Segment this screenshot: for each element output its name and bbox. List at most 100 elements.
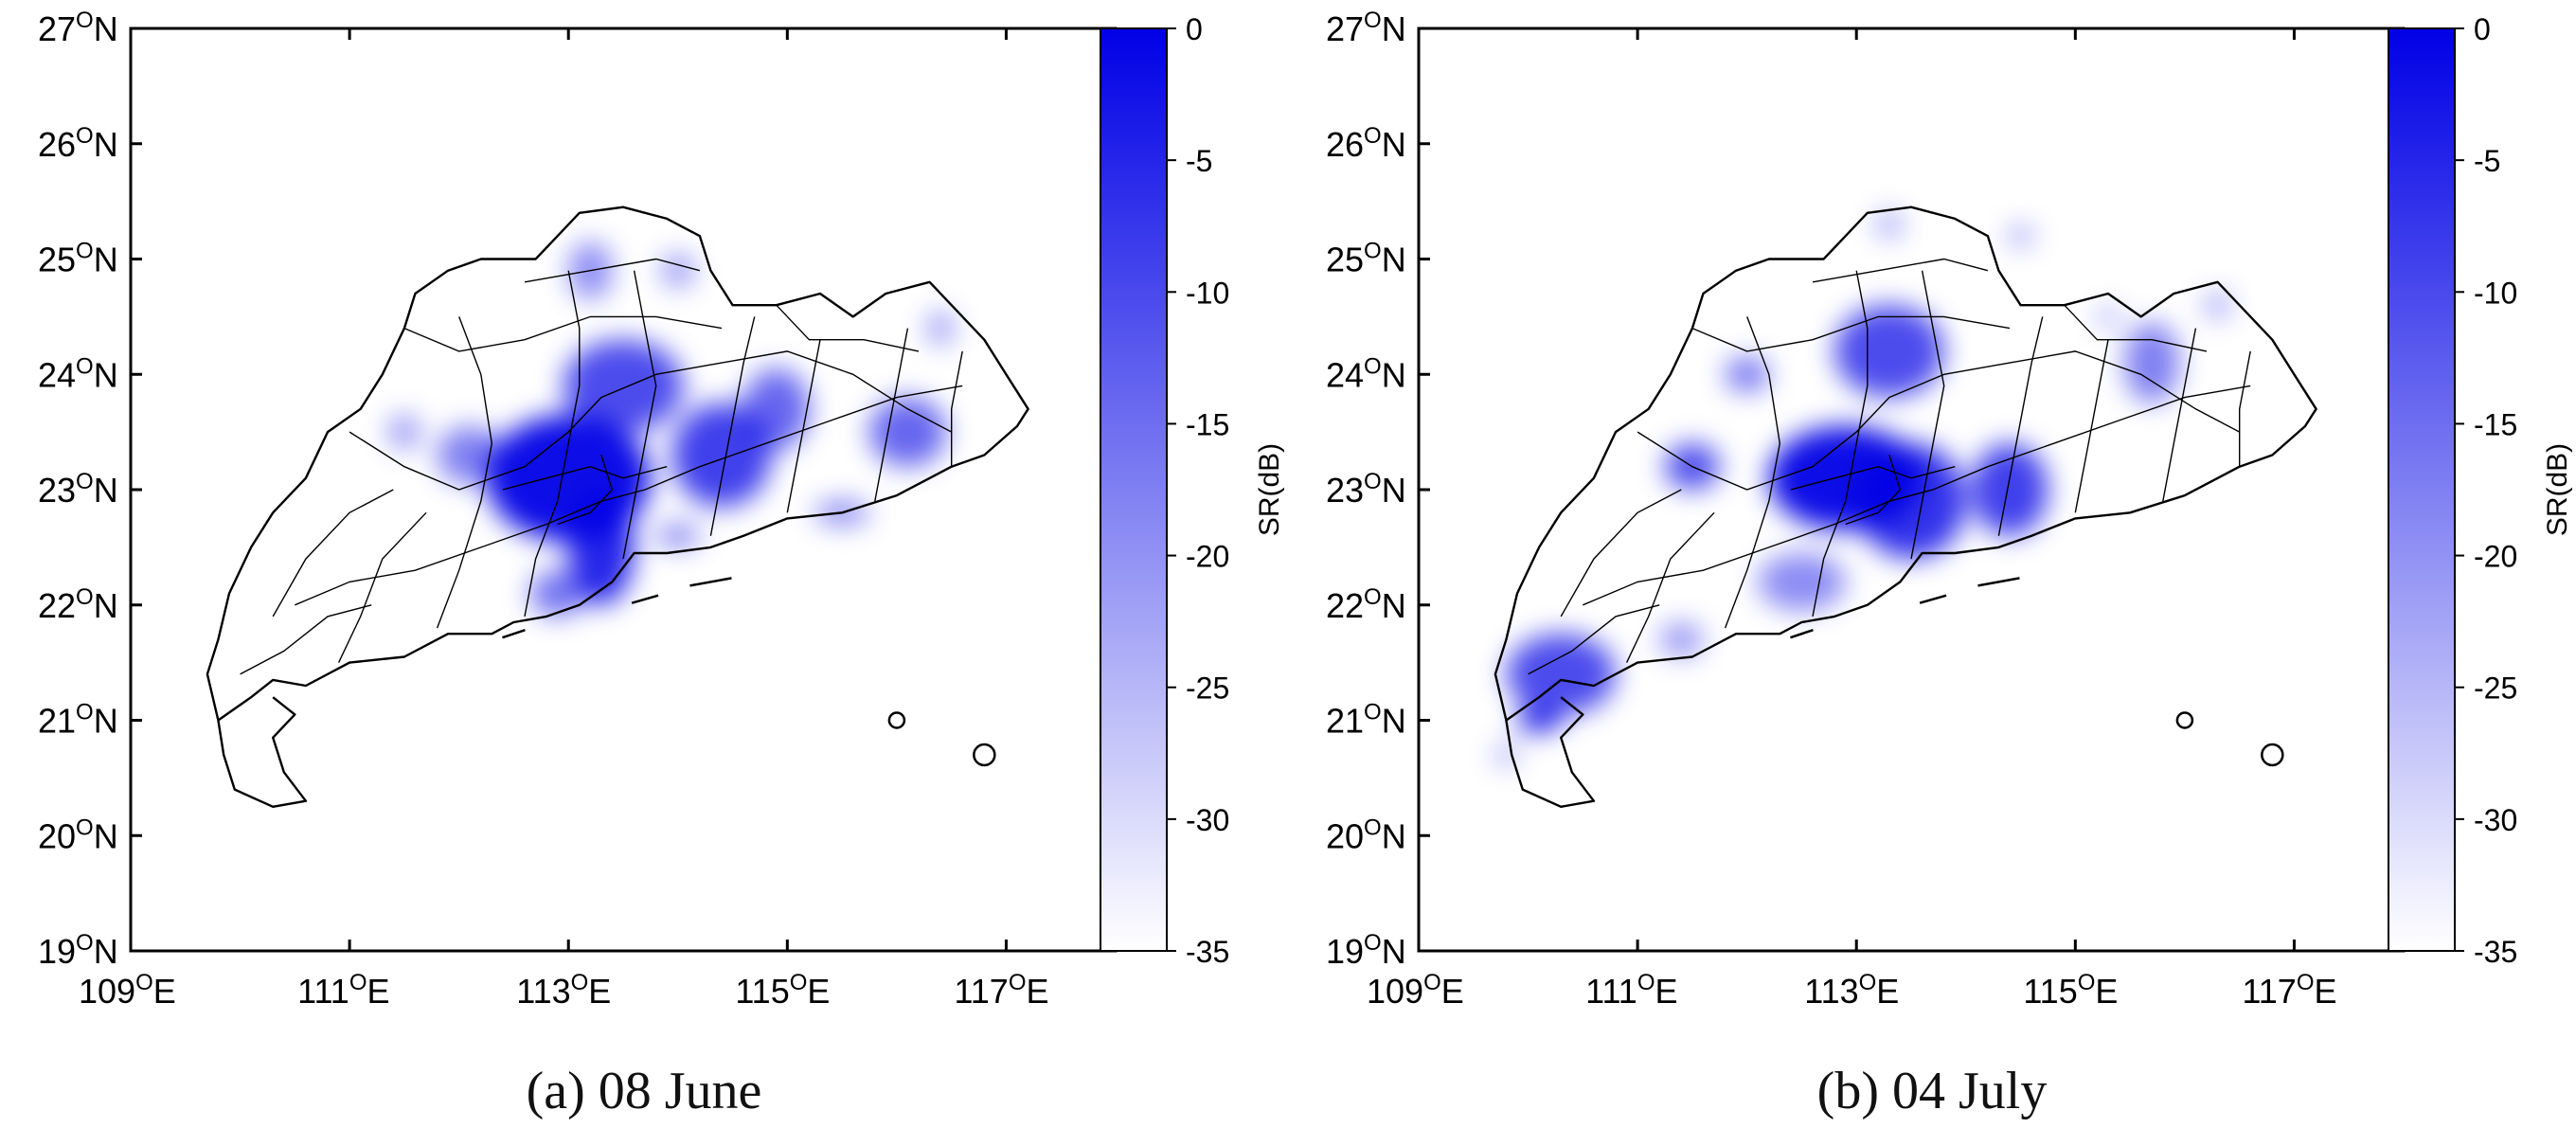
intensity-blob — [655, 524, 700, 547]
intensity-blob — [743, 368, 810, 450]
colorbar-tick-label: -10 — [1186, 276, 1229, 310]
island — [1790, 629, 1814, 639]
intensity-blob — [1834, 305, 1944, 398]
colorbar-tick-label: -30 — [1186, 803, 1229, 837]
lon-tick-label: 115OE — [735, 970, 830, 1011]
county-boundary — [2239, 350, 2251, 467]
county-boundary — [337, 511, 427, 663]
colorbar-label: SR(dB) — [2542, 443, 2573, 536]
intensity-blob — [1506, 634, 1616, 715]
lat-tick-label: 24ON — [38, 353, 118, 394]
county-boundary — [557, 455, 614, 526]
intensity-blob — [1725, 356, 1769, 392]
island — [973, 743, 996, 767]
colorbar-tick-label: -30 — [2474, 803, 2517, 837]
map-figure-a: 27ON 26ON 25ON 24ON 23ON 22ON 21ON 20ON 19ON109O… — [38, 8, 1285, 1011]
county-boundary — [1790, 465, 1956, 491]
lat-tick-label: 24ON — [1326, 353, 1406, 394]
island — [887, 711, 906, 729]
lat-tick-label: 19ON — [38, 930, 118, 971]
signal-intensity-layer — [1494, 210, 2231, 767]
lon-tick-label: 111OE — [1585, 970, 1677, 1011]
colorbar-tick-label: -10 — [2474, 276, 2517, 310]
island — [2175, 711, 2194, 729]
county-boundary — [1583, 385, 2251, 606]
lon-tick-label: 109OE — [79, 970, 176, 1011]
lat-tick-label: 25ON — [38, 239, 118, 279]
intensity-blob — [563, 339, 684, 433]
colorbar-tick-label: -15 — [2474, 407, 2517, 441]
intensity-blob — [1758, 552, 1846, 611]
intensity-blob — [437, 426, 503, 484]
intensity-blob — [661, 253, 695, 288]
county-boundary — [240, 604, 372, 675]
colorbar-tick-label: -35 — [1186, 935, 1229, 969]
island — [502, 629, 526, 639]
lat-tick-label: 26ON — [38, 123, 118, 164]
colorbar — [2388, 27, 2456, 952]
colorbar-tick-label: -20 — [1186, 540, 1229, 574]
county-boundary — [1625, 511, 1715, 663]
county-boundary — [1528, 604, 1660, 675]
colorbar-tick-label: -5 — [1186, 144, 1212, 178]
lat-tick-label: 21ON — [1326, 700, 1406, 741]
county-boundary — [524, 258, 701, 283]
lon-tick-label: 117OE — [2242, 970, 2336, 1011]
lat-tick-label: 22ON — [38, 584, 118, 625]
county-boundary — [2064, 304, 2208, 352]
intensity-blob — [927, 311, 954, 346]
lon-tick-label: 115OE — [2023, 970, 2118, 1011]
intensity-blob — [869, 397, 946, 467]
lat-tick-label: 23ON — [1326, 469, 1406, 510]
county-boundary — [1637, 350, 2241, 491]
intensity-blob — [2097, 305, 2120, 329]
intensity-blob — [1876, 210, 1903, 239]
lat-tick-label: 19ON — [1326, 930, 1406, 971]
colorbar-tick-label: -15 — [1186, 407, 1229, 441]
colorbar-tick-label: -5 — [2474, 144, 2500, 178]
lat-tick-label: 20ON — [38, 815, 118, 855]
county-boundaries — [1528, 258, 2251, 675]
county-boundary — [1910, 270, 1945, 560]
county-boundary — [786, 339, 821, 513]
lat-tick-label: 25ON — [1326, 239, 1406, 279]
intensity-blob — [2007, 226, 2034, 245]
intensity-blob — [2204, 291, 2231, 319]
colorbar-tick-label: -20 — [2474, 540, 2517, 574]
county-boundary — [951, 350, 963, 467]
county-boundary — [709, 316, 756, 536]
intensity-blob — [1971, 443, 2048, 536]
lat-tick-label: 27ON — [38, 8, 118, 48]
county-boundary — [1724, 316, 1781, 629]
lon-tick-label: 109OE — [1367, 970, 1464, 1011]
island — [1919, 594, 1947, 604]
intensity-blob — [1856, 443, 1966, 560]
intensity-blob — [1517, 708, 1562, 732]
county-boundary — [1997, 316, 2044, 536]
colorbar-tick-label: -25 — [2474, 671, 2517, 706]
county-boundary — [436, 316, 493, 629]
county-boundary — [524, 270, 581, 618]
county-boundary — [1845, 455, 1902, 526]
county-boundary — [272, 489, 394, 618]
county-boundary — [776, 304, 920, 352]
intensity-blob — [672, 403, 771, 508]
county-boundary — [2074, 339, 2109, 513]
panel-caption: (a) 08 June — [526, 1062, 762, 1120]
county-boundaries — [240, 258, 963, 675]
intensity-blob — [529, 570, 585, 617]
island — [631, 594, 659, 604]
colorbar — [1100, 27, 1168, 952]
county-boundary — [502, 465, 668, 491]
lat-tick-label: 21ON — [38, 700, 118, 741]
lon-tick-label: 117OE — [954, 970, 1048, 1011]
county-boundary — [349, 350, 953, 491]
county-boundary — [1560, 489, 1682, 618]
lat-tick-label: 27ON — [1326, 8, 1406, 48]
map-figure-b: 27ON 26ON 25ON 24ON 23ON 22ON 21ON 20ON 19ON109O… — [1326, 8, 2573, 1011]
county-boundary — [1691, 315, 2011, 352]
lat-tick-label: 26ON — [1326, 123, 1406, 164]
colorbar-tick-label: -35 — [2474, 935, 2517, 969]
colorbar-label: SR(dB) — [1254, 443, 1285, 536]
county-boundary — [874, 328, 909, 502]
